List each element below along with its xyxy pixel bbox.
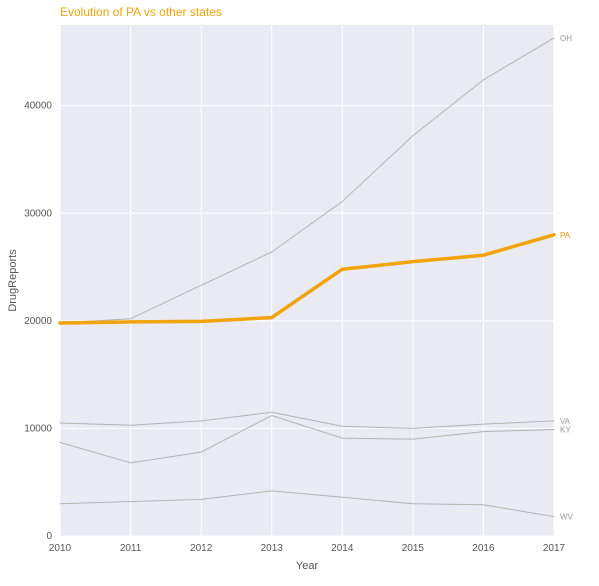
x-tick-label: 2016 bbox=[472, 543, 495, 554]
x-tick-label: 2015 bbox=[402, 543, 425, 554]
y-axis-label: DrugReports bbox=[7, 249, 19, 312]
y-tick-label: 20000 bbox=[24, 316, 52, 327]
x-tick-label: 2017 bbox=[543, 543, 566, 554]
x-tick-label: 2013 bbox=[261, 543, 284, 554]
series-label-oh: OH bbox=[560, 34, 572, 43]
x-tick-label: 2012 bbox=[190, 543, 213, 554]
chart-title: Evolution of PA vs other states bbox=[60, 5, 222, 19]
y-tick-label: 10000 bbox=[24, 423, 52, 434]
line-chart: OHPAVAKYWV201020112012201320142015201620… bbox=[0, 0, 599, 586]
x-axis-label: Year bbox=[296, 560, 319, 572]
x-tick-label: 2011 bbox=[120, 543, 142, 554]
y-tick-label: 0 bbox=[46, 531, 52, 542]
series-label-wv: WV bbox=[560, 513, 574, 522]
series-label-ky: KY bbox=[560, 425, 571, 434]
x-tick-label: 2014 bbox=[331, 543, 354, 554]
plot-area bbox=[60, 25, 554, 536]
x-tick-label: 2010 bbox=[49, 543, 72, 554]
y-tick-label: 40000 bbox=[24, 101, 52, 112]
y-tick-label: 30000 bbox=[24, 208, 52, 219]
series-label-pa: PA bbox=[560, 231, 571, 240]
